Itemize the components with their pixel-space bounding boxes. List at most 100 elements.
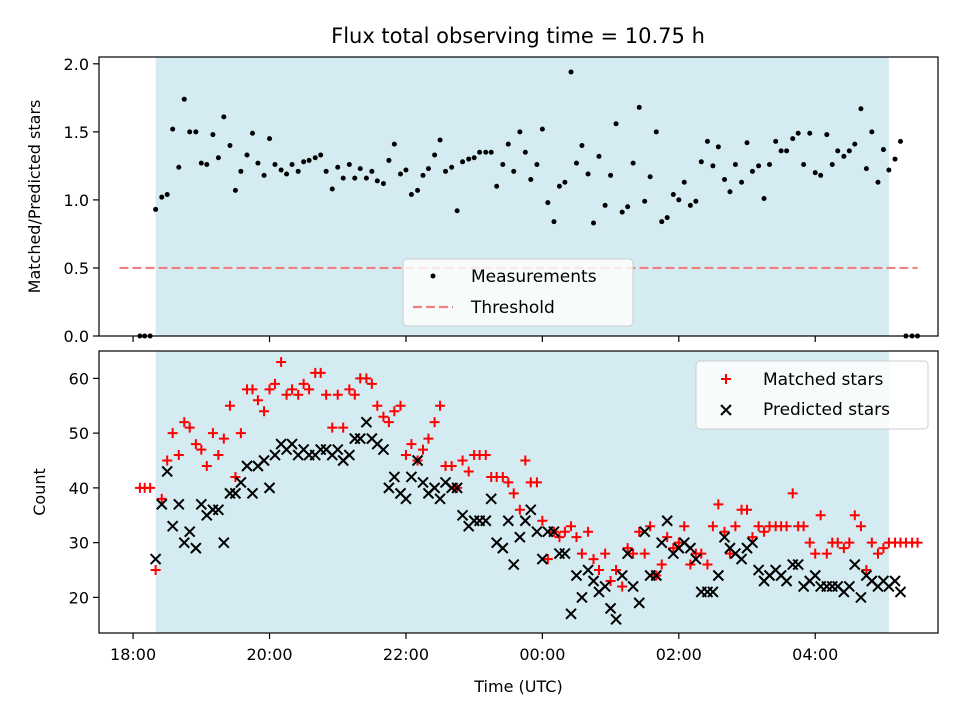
measurement-point: [619, 209, 625, 215]
predicted-point: [690, 553, 702, 565]
matched-point: [742, 504, 753, 515]
legend: Matched stars Predicted stars: [695, 360, 929, 430]
measurement-point: [778, 148, 784, 154]
matched-point: [224, 400, 235, 411]
matched-point: [383, 417, 394, 428]
predicted-point: [746, 536, 759, 549]
measurement-point: [352, 175, 358, 181]
measurement-point: [460, 159, 466, 165]
matched-point: [497, 471, 508, 482]
predicted-point: [428, 482, 441, 494]
measurement-point: [556, 183, 562, 189]
predicted-point: [434, 493, 446, 505]
predicted-point: [269, 449, 281, 461]
measurement-point: [511, 168, 517, 174]
measurement-point: [761, 196, 767, 202]
predicted-point: [383, 482, 395, 494]
measurement-point: [306, 157, 312, 163]
matched-point: [832, 537, 843, 548]
predicted-point: [638, 525, 651, 538]
measurement-point: [318, 152, 324, 158]
x-tick-label: 02:00: [656, 645, 702, 664]
axes-frame: [98, 56, 939, 337]
predicted-point: [684, 542, 697, 554]
predicted-point: [656, 536, 668, 549]
measurement-point: [670, 191, 676, 197]
measurement-point: [449, 164, 455, 170]
measurement-point: [744, 140, 750, 146]
measurement-point: [369, 168, 375, 174]
matched-point: [531, 477, 542, 488]
matched-point: [179, 417, 190, 428]
bottom-panel: 20 30 40 50 60 18:00 20:00 22:00 00:00 02:00 04:00…: [30, 350, 939, 696]
predicted-point: [780, 575, 793, 587]
matched-point: [259, 406, 270, 417]
matched-point: [184, 422, 195, 433]
matched-point: [559, 526, 570, 537]
measurement-point: [767, 162, 773, 168]
predicted-point: [190, 542, 202, 554]
measurement-point: [602, 202, 608, 208]
legend-label-matched: Matched stars: [763, 370, 883, 390]
top-panel: 0.0 0.5 1.0 1.5 2.0 Matched/Predicted stars Me…: [25, 55, 939, 346]
measurement-point: [852, 141, 858, 147]
measurement-point: [181, 96, 187, 102]
measurement-point: [249, 130, 255, 136]
measurement-point: [522, 149, 528, 155]
measurement-point: [858, 106, 864, 112]
predicted-point: [212, 504, 225, 516]
matched-point: [810, 548, 821, 559]
measurement-point: [630, 160, 636, 166]
matched-point: [418, 444, 429, 455]
predicted-point: [621, 547, 634, 560]
y-tick-label: 20: [69, 588, 89, 607]
measurement-point: [539, 126, 545, 132]
legend-marker-measurements: [430, 273, 436, 279]
measurement-point: [215, 155, 221, 161]
measurement-point: [483, 149, 489, 155]
matched-point: [372, 400, 383, 411]
x-tick-label: 04:00: [792, 645, 838, 664]
x-tick-label: 00:00: [519, 645, 565, 664]
measurement-point: [732, 162, 738, 168]
matched-point: [463, 466, 474, 477]
x-tick-label: 20:00: [246, 645, 292, 664]
measurement-point: [642, 198, 648, 204]
matched-point: [218, 433, 229, 444]
matched-point: [912, 537, 923, 548]
predicted-point: [354, 432, 366, 445]
matched-point: [542, 554, 553, 565]
matched-point: [423, 433, 434, 444]
predicted-point: [587, 575, 600, 587]
matched-point: [366, 378, 377, 389]
measurement-point: [727, 189, 733, 195]
predicted-point: [519, 515, 532, 527]
predicted-point: [218, 536, 230, 549]
predicted-point: [548, 525, 560, 538]
measurement-point: [801, 162, 807, 168]
measurement-point: [363, 175, 369, 181]
matched-point: [622, 543, 633, 554]
predicted-point: [178, 536, 190, 549]
matched-point: [230, 471, 241, 482]
predicted-point: [514, 531, 526, 543]
measurement-point: [596, 153, 602, 159]
predicted-point: [582, 564, 594, 576]
matched-point: [406, 439, 417, 450]
matched-point: [639, 548, 650, 559]
measurement-point: [517, 129, 523, 135]
measurement-point: [795, 130, 801, 136]
matched-point: [668, 543, 679, 554]
measurement-point: [784, 148, 790, 154]
predicted-point: [855, 591, 867, 604]
matched-point: [395, 400, 406, 411]
matched-point: [702, 559, 713, 570]
measurement-point: [284, 171, 290, 177]
measurement-point: [403, 167, 409, 173]
matched-point: [235, 428, 246, 439]
matched-point: [378, 411, 389, 422]
predicted-point: [849, 558, 861, 571]
matched-point: [593, 565, 604, 576]
predicted-point: [559, 547, 571, 560]
matched-point: [849, 510, 860, 521]
